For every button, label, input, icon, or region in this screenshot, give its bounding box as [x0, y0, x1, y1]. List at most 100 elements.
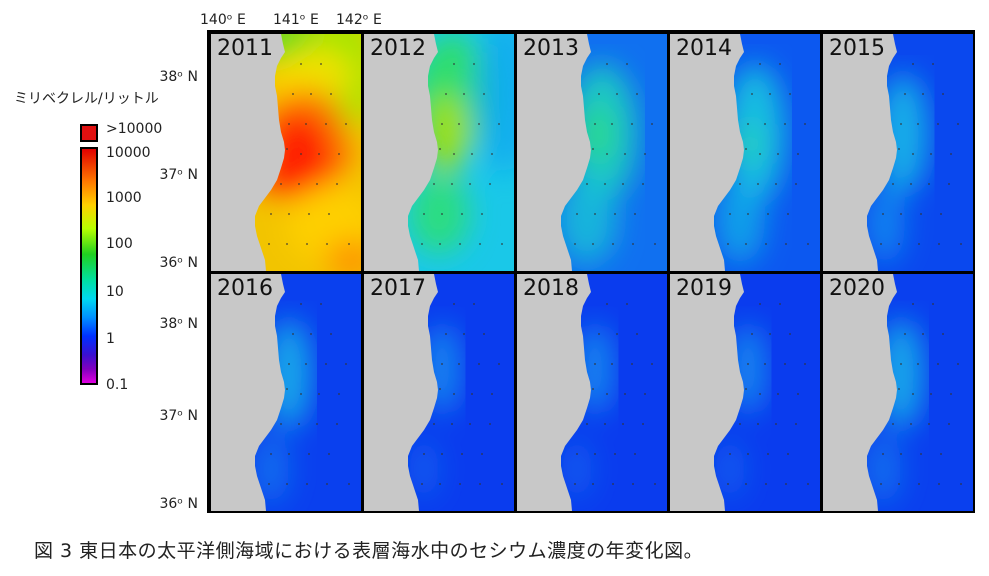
- sampling-station: [904, 333, 906, 335]
- sampling-station: [316, 423, 318, 425]
- sampling-station: [320, 63, 322, 65]
- sampling-station: [960, 243, 962, 245]
- sampling-station: [592, 148, 594, 150]
- sampling-station: [900, 363, 902, 365]
- colorbar-tick-10000: 10000: [106, 145, 151, 161]
- sampling-station: [880, 243, 882, 245]
- sampling-station: [441, 123, 443, 125]
- land-mass: [364, 34, 438, 271]
- sampling-station: [458, 363, 460, 365]
- lon-label-142: 142ᵒ E: [336, 12, 382, 28]
- land-mass: [670, 34, 744, 271]
- sampling-station: [624, 153, 626, 155]
- sampling-station: [423, 213, 425, 215]
- map-panel-2018: 2018: [517, 274, 667, 511]
- sampling-station: [576, 453, 578, 455]
- sampling-station: [912, 153, 914, 155]
- map-panel-2017: 2017: [364, 274, 514, 511]
- sampling-station: [804, 363, 806, 365]
- sampling-station: [948, 183, 950, 185]
- sampling-station: [469, 183, 471, 185]
- colorbar-tick-1000: 1000: [106, 190, 142, 206]
- sampling-station: [634, 453, 636, 455]
- sampling-station: [268, 483, 270, 485]
- sampling-station: [634, 213, 636, 215]
- sampling-station: [626, 303, 628, 305]
- sampling-station: [471, 153, 473, 155]
- map-panel-2016: 2016: [211, 274, 361, 511]
- land-mass: [517, 274, 591, 511]
- sampling-station: [594, 213, 596, 215]
- sampling-station: [937, 123, 939, 125]
- sampling-station: [900, 213, 902, 215]
- sampling-station: [330, 333, 332, 335]
- sampling-station: [739, 183, 741, 185]
- sampling-station: [305, 123, 307, 125]
- sampling-station: [930, 393, 932, 395]
- sampling-station: [461, 453, 463, 455]
- map-panel-grid: 2011 2012 2013 2014 2015 2016 2017 2018 2019 2020: [207, 30, 975, 513]
- sampling-station: [922, 93, 924, 95]
- sampling-station: [751, 333, 753, 335]
- sampling-station: [463, 93, 465, 95]
- sampling-station: [611, 363, 613, 365]
- panel-year-label: 2018: [523, 276, 579, 301]
- sampling-station: [345, 363, 347, 365]
- panel-year-label: 2011: [217, 36, 273, 61]
- sampling-station: [904, 93, 906, 95]
- sampling-station: [898, 483, 900, 485]
- concentration-patch: [865, 184, 905, 264]
- sampling-station: [453, 63, 455, 65]
- sampling-station: [300, 63, 302, 65]
- sampling-station: [727, 243, 729, 245]
- concentration-patch: [409, 174, 469, 254]
- sampling-station: [654, 243, 656, 245]
- sampling-station: [769, 93, 771, 95]
- panel-year-label: 2015: [829, 36, 885, 61]
- sampling-station: [614, 453, 616, 455]
- sampling-station: [606, 63, 608, 65]
- sampling-station: [775, 183, 777, 185]
- sampling-station: [775, 423, 777, 425]
- sampling-station: [586, 423, 588, 425]
- sampling-station: [942, 93, 944, 95]
- sampling-station: [797, 153, 799, 155]
- sampling-station: [745, 148, 747, 150]
- sampling-station: [651, 363, 653, 365]
- sampling-station: [345, 123, 347, 125]
- sampling-station: [478, 123, 480, 125]
- sampling-station: [745, 483, 747, 485]
- sampling-station: [745, 388, 747, 390]
- sampling-station: [777, 393, 779, 395]
- sampling-station: [459, 483, 461, 485]
- sampling-station: [900, 453, 902, 455]
- sampling-station: [910, 183, 912, 185]
- sampling-station: [932, 303, 934, 305]
- sampling-station: [453, 393, 455, 395]
- sampling-station: [747, 123, 749, 125]
- sampling-station: [604, 423, 606, 425]
- land-mass: [211, 274, 285, 511]
- sampling-station: [636, 333, 638, 335]
- sampling-station: [501, 483, 503, 485]
- sampling-station: [592, 483, 594, 485]
- sampling-station: [288, 363, 290, 365]
- sampling-station: [320, 303, 322, 305]
- colorbar-unit-label: ミリベクレル/リットル: [14, 91, 159, 107]
- sampling-station: [463, 333, 465, 335]
- map-panel-2015: 2015: [823, 34, 973, 271]
- sampling-station: [308, 453, 310, 455]
- sampling-station: [739, 423, 741, 425]
- lon-label-140: 140ᵒ E: [200, 12, 246, 28]
- colorbar-overflow-label: >10000: [106, 121, 163, 137]
- sampling-station: [642, 423, 644, 425]
- concentration-patch: [474, 34, 514, 174]
- lat-label-37-top: 37ᵒ N: [159, 167, 198, 183]
- sampling-station: [445, 333, 447, 335]
- map-panel-2019: 2019: [670, 274, 820, 511]
- sampling-station: [292, 333, 294, 335]
- sampling-station: [940, 453, 942, 455]
- sampling-station: [759, 303, 761, 305]
- sampling-station: [636, 93, 638, 95]
- sampling-station: [747, 213, 749, 215]
